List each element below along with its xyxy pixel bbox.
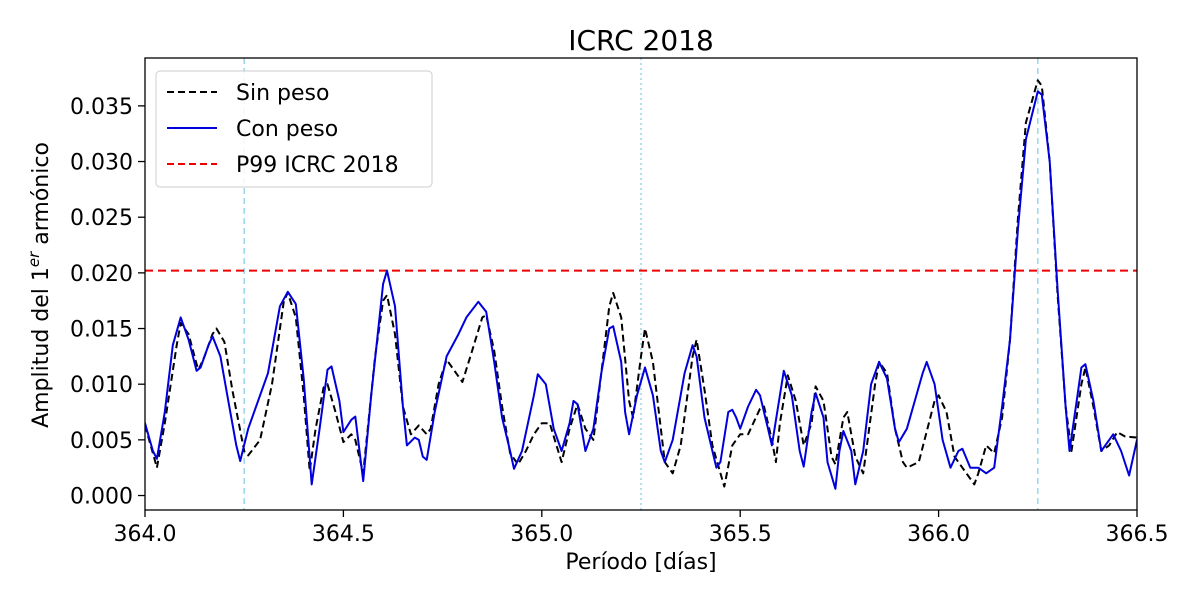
y-tick-label: 0.030	[70, 151, 133, 176]
x-tick-label: 365.0	[510, 522, 573, 547]
x-tick-label: 364.5	[312, 522, 375, 547]
x-axis-label: Período [días]	[565, 550, 716, 575]
x-tick-label: 366.0	[907, 522, 970, 547]
y-tick-label: 0.000	[70, 485, 133, 510]
x-tick-label: 366.5	[1106, 522, 1169, 547]
y-tick-label: 0.035	[70, 95, 133, 120]
legend-entry-sin-peso-label: Sin peso	[236, 81, 329, 106]
x-axis-ticks: 364.0 364.5 365.0 365.5 366.0 366.5	[114, 510, 1169, 547]
x-tick-label: 364.0	[114, 522, 177, 547]
y-axis-label-prefix: Amplitud del 1	[29, 267, 54, 428]
series-group	[145, 79, 1137, 490]
legend-entry-p99-label: P99 ICRC 2018	[236, 153, 399, 178]
legend-entry-con-peso-label: Con peso	[236, 117, 338, 142]
y-tick-label: 0.005	[70, 429, 133, 454]
y-axis-label-superscript: er	[25, 251, 43, 267]
chart-title: ICRC 2018	[568, 24, 714, 57]
legend: Sin peso Con peso P99 ICRC 2018	[155, 70, 433, 188]
con-peso-line	[145, 90, 1137, 490]
y-tick-label: 0.010	[70, 373, 133, 398]
y-tick-label: 0.025	[70, 206, 133, 231]
x-tick-label: 365.5	[709, 522, 772, 547]
legend-box	[155, 70, 433, 188]
y-tick-label: 0.020	[70, 262, 133, 287]
y-axis-label-suffix: armónico	[29, 142, 54, 252]
y-tick-label: 0.015	[70, 318, 133, 343]
plot-frame	[144, 57, 1138, 511]
y-axis-label: Amplitud del 1er armónico	[25, 142, 54, 428]
y-axis-ticks: 0.000 0.005 0.010 0.015 0.020 0.025 0.030 0.035	[70, 95, 145, 510]
